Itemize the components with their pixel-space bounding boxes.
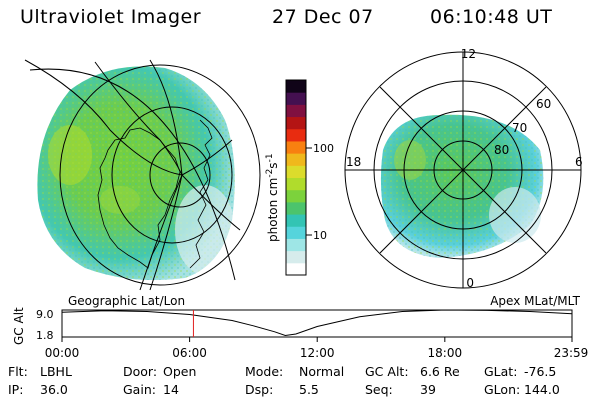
polar-grid [344,51,582,289]
geographic-label: Geographic Lat/Lon [68,294,185,308]
colorbar-swatch [286,214,306,227]
mlt-label-18: 18 [346,155,361,169]
info-value: LBHL [40,364,72,379]
colorbar-swatch [286,189,306,203]
x-tick-label: 06:00 [172,346,207,360]
colorbar-swatches [286,80,306,276]
date-label: 27 Dec 07 [272,6,374,28]
colorbar-tick-100: 100 [313,142,334,155]
info-label: Door: [123,364,158,379]
y-axis-title: GC Alt [12,307,26,345]
info-label: GLat: [484,364,518,379]
altitude-line [61,309,573,337]
timeline-frame [61,309,573,338]
info-label: IP: [8,382,24,397]
lat-lon-grid [24,59,261,291]
coastline-east [189,119,213,269]
x-labels: 00:00 06:00 12:00 18:00 23:59 [45,346,589,360]
time-label: 06:10:48 UT [430,6,553,28]
colorbar-swatch [286,80,306,93]
colorbar-swatch [286,201,306,215]
info-value: 6.6 Re [420,364,460,379]
info-label: Dsp: [245,382,274,397]
geographic-map [24,59,261,291]
colorbar-swatch [286,153,306,166]
colorbar-swatch [286,238,306,252]
y-tick-9: 9.0 [36,308,54,321]
info-value: 144.0 [524,382,560,397]
colorbar-swatch [286,226,306,239]
mlt-label-0: 0 [466,276,474,290]
info-value: 5.5 [299,382,319,397]
info-value: -76.5 [524,364,557,379]
y-tick-1-8: 1.8 [36,329,54,342]
x-tick-label: 12:00 [300,346,335,360]
x-ticks [61,337,573,342]
colorbar-swatch [286,140,306,154]
info-value: 14 [163,382,179,397]
info-value: Normal [299,364,345,379]
continent-outline [97,127,181,269]
colorbar-swatch [286,250,306,264]
info-label: Flt: [8,364,28,379]
colorbar-tick-10: 10 [313,229,327,242]
info-label: GLon: [484,382,521,397]
info-value: 39 [420,382,436,397]
colorbar: 100 10 photon cm-2s-1 [265,79,334,276]
mlt-label-6: 6 [575,155,583,169]
instrument-title: Ultraviolet Imager [20,6,202,28]
colorbar-label: photon cm-2s-1 [265,153,280,242]
mlat-label-80: 80 [494,143,509,157]
info-label: Seq: [365,382,393,397]
colorbar-swatch [286,262,306,276]
colorbar-swatch [286,128,306,142]
colorbar-swatch [286,116,306,130]
colorbar-swatch [286,104,306,118]
x-tick-label: 18:00 [428,346,463,360]
info-label: Gain: [123,382,156,397]
x-tick-label: 00:00 [45,346,80,360]
colorbar-swatch [286,92,306,105]
x-tick-label: 23:59 [554,346,589,360]
mlat-label-70: 70 [512,121,527,135]
info-value: 36.0 [40,382,68,397]
mlat-label-60: 60 [536,97,551,111]
info-value: Open [163,364,197,379]
colorbar-swatch [286,177,306,191]
colorbar-swatch [286,165,306,178]
info-label: GC Alt: [365,364,409,379]
polar-map: 12 18 6 0 60 70 80 [344,47,583,290]
altitude-chart: GC Alt 9.0 1.8 00:00 06:00 12:00 18:00 23:59 [12,307,588,360]
apex-label: Apex MLat/MLT [490,294,580,308]
mlt-label-12: 12 [461,47,476,61]
info-label: Mode: [245,364,284,379]
